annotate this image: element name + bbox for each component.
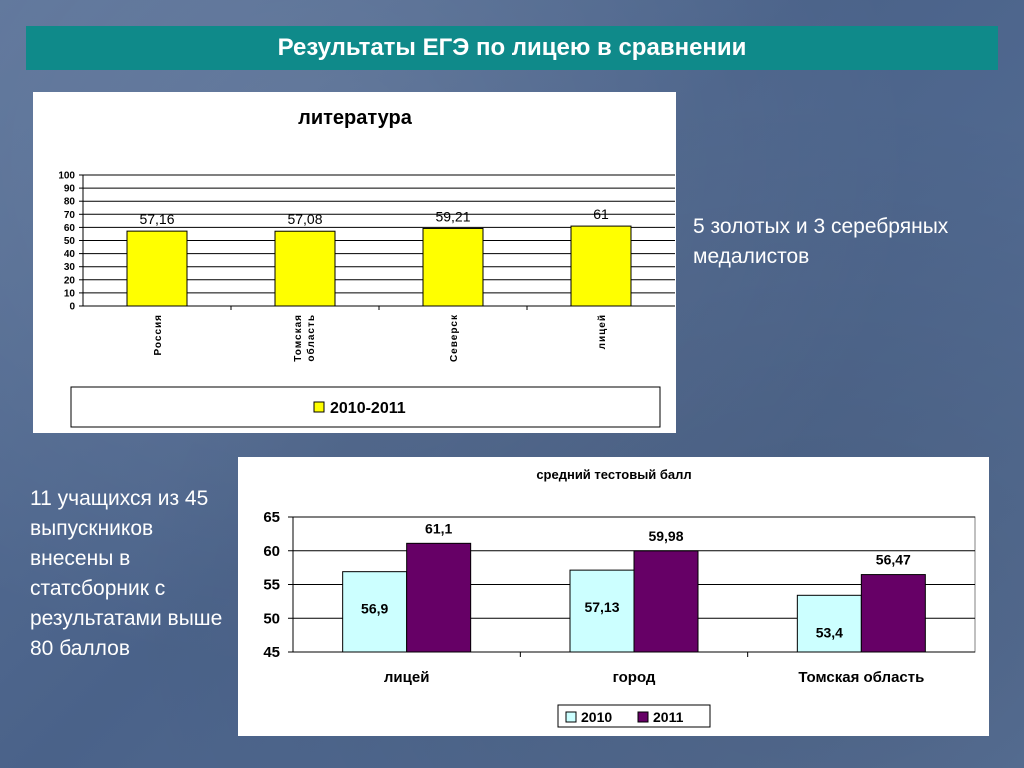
literature-chart: литература 0 10 20 30 40 50 60 70 80 90 100 57,16 5… bbox=[58, 107, 675, 428]
medalists-note: 5 золотых и 3 серебряных медалистов bbox=[693, 215, 949, 268]
legend-label: 2010-2011 bbox=[330, 400, 406, 417]
legend-swatch bbox=[313, 401, 325, 413]
legend-label-2011: 2011 bbox=[653, 709, 684, 725]
y-tick-label: 50 bbox=[263, 610, 280, 627]
bar-value-label: 57,13 bbox=[584, 599, 619, 615]
x-tick-label: лицей bbox=[597, 314, 608, 349]
bar bbox=[126, 230, 188, 307]
x-tick-label: Россия bbox=[153, 314, 164, 356]
bar-value-label: 57,16 bbox=[139, 211, 174, 227]
y-tick-label: 45 bbox=[263, 644, 280, 661]
chart-legend-box bbox=[557, 704, 711, 728]
average-score-chart: средний тестовый балл 45 50 55 60 65 56,9 61,… bbox=[263, 467, 976, 728]
x-tick-label: Томская область bbox=[293, 314, 317, 362]
bar-2010 bbox=[569, 569, 635, 653]
y-tick-label: 80 bbox=[64, 197, 76, 208]
slide-title: Результаты ЕГЭ по лицею в сравнении bbox=[277, 34, 747, 61]
y-tick-label: 60 bbox=[64, 223, 76, 234]
x-tick-label: город bbox=[613, 669, 656, 686]
bar-2011 bbox=[406, 542, 472, 653]
chart-legend-box bbox=[70, 386, 661, 428]
bar-2011 bbox=[633, 550, 699, 653]
bar-value-label: 56,47 bbox=[876, 552, 911, 568]
bar-value-label: 59,98 bbox=[648, 528, 683, 544]
y-tick-label: 20 bbox=[64, 275, 76, 286]
bar-value-label: 53,4 bbox=[816, 624, 843, 640]
bar-value-label: 59,21 bbox=[435, 208, 470, 224]
students-note: 11 учащихся из 45 выпускников внесены в … bbox=[30, 487, 223, 660]
average-score-chart-panel: средний тестовый балл 45 50 55 60 65 56,9 61,… bbox=[238, 457, 989, 736]
y-tick-label: 60 bbox=[263, 543, 280, 560]
literature-chart-panel: литература 0 10 20 30 40 50 60 70 80 90 100 57,16 5… bbox=[33, 92, 676, 433]
x-tick-label: лицей bbox=[384, 669, 430, 686]
y-tick-label: 70 bbox=[64, 210, 76, 221]
bar-2010 bbox=[796, 594, 862, 653]
slide-title-bar: Результаты ЕГЭ по лицею в сравнении bbox=[26, 26, 998, 70]
bar bbox=[274, 230, 336, 307]
bar-2011 bbox=[860, 574, 926, 653]
bar-2010 bbox=[342, 571, 408, 653]
y-tick-label: 10 bbox=[64, 288, 76, 299]
bar bbox=[570, 225, 632, 307]
bar bbox=[422, 227, 484, 307]
y-tick-label: 40 bbox=[64, 249, 76, 260]
bar-value-label: 56,9 bbox=[361, 601, 388, 617]
y-tick-label: 30 bbox=[64, 262, 76, 273]
y-tick-label: 90 bbox=[64, 184, 76, 195]
legend-swatch-2010 bbox=[565, 711, 577, 723]
y-tick-label: 100 bbox=[58, 171, 75, 182]
legend-swatch-2011 bbox=[637, 711, 649, 723]
bar-value-label: 57,08 bbox=[287, 211, 322, 227]
y-tick-label: 65 bbox=[263, 509, 280, 526]
chart-title: литература bbox=[298, 107, 413, 129]
y-tick-label: 55 bbox=[263, 577, 280, 594]
x-tick-label: Северск bbox=[449, 314, 460, 362]
chart-title: средний тестовый балл bbox=[536, 467, 691, 482]
bar-value-label: 61 bbox=[593, 206, 609, 222]
y-tick-label: 50 bbox=[64, 236, 76, 247]
bar-value-label: 61,1 bbox=[425, 520, 452, 536]
x-tick-label: Томская область bbox=[798, 669, 924, 686]
legend-label-2010: 2010 bbox=[581, 709, 612, 725]
y-tick-label: 0 bbox=[69, 302, 75, 313]
